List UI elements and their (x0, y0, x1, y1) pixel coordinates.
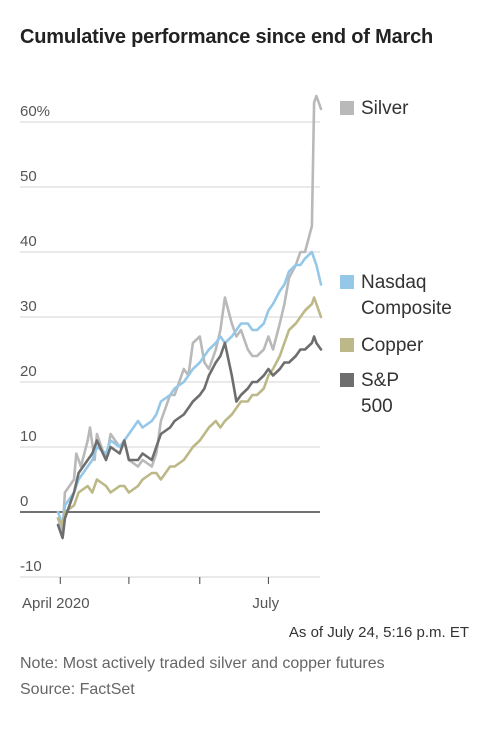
legend-label: Nasdaq (361, 272, 427, 293)
legend-item: Silver (340, 98, 409, 119)
legend-label: Silver (361, 98, 409, 119)
source-text: Source: FactSet (20, 681, 135, 698)
legend-label: Copper (361, 335, 424, 356)
series-line-silver (56, 94, 323, 533)
gridlines (20, 121, 320, 578)
legend-swatch (340, 275, 354, 289)
series-line-copper (56, 296, 323, 527)
legend-swatch (340, 338, 354, 352)
legend-item: S&P 500 (340, 370, 399, 417)
legend-item: Nasdaq Composite (340, 272, 452, 319)
y-tick-label: 30 (20, 298, 37, 315)
legend-swatch (340, 101, 354, 115)
y-axis-tick-labels: 60% 50 40 30 20 10 0 -10 (20, 103, 50, 575)
series-line-nasdaq-composite (56, 250, 323, 527)
y-tick-label: 50 (20, 168, 37, 185)
legend-swatch (340, 373, 354, 387)
series-line-s-p-500 (56, 335, 323, 540)
legend-label: S&P (361, 370, 399, 391)
legend-item: Copper (340, 335, 424, 356)
y-tick-label: 60% (20, 103, 50, 120)
y-tick-label: 0 (20, 493, 28, 510)
note-text: Note: Most actively traded silver and co… (20, 655, 385, 672)
x-axis: April 2020 July (22, 577, 280, 612)
footnote: Note: Most actively traded silver and co… (20, 651, 385, 703)
y-tick-label: -10 (20, 558, 42, 575)
series-lines (56, 94, 323, 540)
x-tick-label: April 2020 (22, 595, 90, 612)
legend-label: Composite (361, 298, 452, 319)
as-of-timestamp: As of July 24, 5:16 p.m. ET (288, 624, 469, 641)
y-tick-label: 10 (20, 428, 37, 445)
legend: Silver Nasdaq Composite Copper S&P 500 (340, 98, 452, 417)
y-tick-label: 20 (20, 363, 37, 380)
x-tick-label: July (252, 595, 279, 612)
chart-title: Cumulative performance since end of Marc… (20, 26, 434, 48)
y-tick-label: 40 (20, 233, 37, 250)
legend-label: 500 (361, 396, 393, 417)
